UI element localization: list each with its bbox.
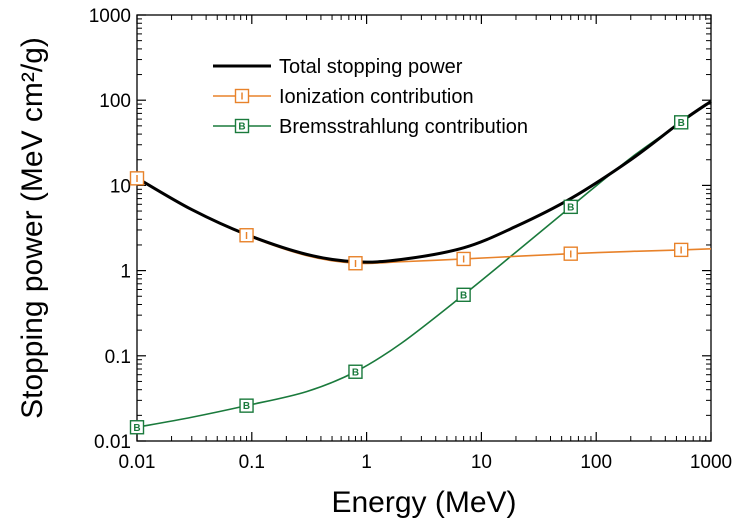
y-tick-label: 1 bbox=[120, 262, 131, 283]
ionization-marker: I bbox=[348, 256, 363, 271]
data-markers: I I I I I I B B B B B B bbox=[129, 115, 689, 435]
bremsstrahlung-marker: B bbox=[129, 420, 145, 435]
bremsstrahlung-line bbox=[136, 100, 712, 429]
data-curves bbox=[136, 100, 712, 429]
x-tick-label: 1000 bbox=[690, 452, 732, 473]
legend-label: Total stopping power bbox=[279, 56, 463, 78]
svg-text:I: I bbox=[462, 255, 465, 266]
plot-frame bbox=[136, 14, 712, 442]
bremsstrahlung-marker: B bbox=[348, 364, 363, 379]
legend: Total stopping power I Ionization contribu… bbox=[213, 56, 528, 138]
ionization-marker: I bbox=[673, 242, 689, 258]
x-tick-label: 1 bbox=[361, 452, 372, 473]
ionization-line bbox=[136, 177, 712, 265]
bremsstrahlung-marker: B bbox=[563, 199, 578, 215]
svg-text:B: B bbox=[678, 118, 685, 129]
y-axis-title: Stopping power (MeV cm²/g) bbox=[16, 37, 49, 419]
svg-text:I: I bbox=[569, 249, 572, 260]
ionization-marker: I bbox=[563, 246, 578, 261]
legend-marker: B bbox=[234, 118, 250, 134]
x-tick-label: 0.01 bbox=[119, 452, 156, 473]
y-tick-label: 0.1 bbox=[105, 347, 131, 368]
ionization-marker: I bbox=[456, 251, 471, 267]
x-tick-label: 0.1 bbox=[239, 452, 265, 473]
x-axis-title: Energy (MeV) bbox=[331, 486, 516, 519]
svg-text:B: B bbox=[243, 401, 250, 412]
ionization-marker: I bbox=[239, 228, 254, 243]
bremsstrahlung-marker: B bbox=[239, 398, 254, 413]
legend-marker: I bbox=[234, 88, 250, 104]
svg-text:B: B bbox=[133, 423, 140, 434]
legend-label: Bremsstrahlung contribution bbox=[279, 116, 528, 138]
bremsstrahlung-marker: B bbox=[456, 287, 471, 302]
x-tick-label: 10 bbox=[471, 452, 492, 473]
y-tick-label: 100 bbox=[99, 91, 131, 112]
tick-labels: 0.01 0.1 1 10 100 1000 0.01 0.1 1 10 100 1000 bbox=[89, 6, 732, 473]
svg-text:B: B bbox=[567, 202, 574, 213]
svg-text:B: B bbox=[352, 367, 359, 378]
svg-text:I: I bbox=[680, 245, 683, 256]
svg-text:B: B bbox=[460, 290, 467, 301]
legend-label: Ionization contribution bbox=[279, 86, 474, 108]
y-tick-label: 0.01 bbox=[94, 432, 131, 453]
bremsstrahlung-marker: B bbox=[673, 115, 689, 130]
ionization-marker: I bbox=[129, 171, 145, 186]
svg-text:I: I bbox=[136, 174, 139, 185]
svg-text:I: I bbox=[245, 231, 248, 242]
svg-text:B: B bbox=[238, 122, 245, 133]
svg-text:I: I bbox=[241, 92, 244, 103]
svg-text:I: I bbox=[354, 259, 357, 270]
x-tick-label: 100 bbox=[580, 452, 612, 473]
y-tick-label: 1000 bbox=[89, 6, 131, 27]
y-tick-label: 10 bbox=[110, 176, 131, 197]
axis-ticks bbox=[136, 14, 712, 442]
